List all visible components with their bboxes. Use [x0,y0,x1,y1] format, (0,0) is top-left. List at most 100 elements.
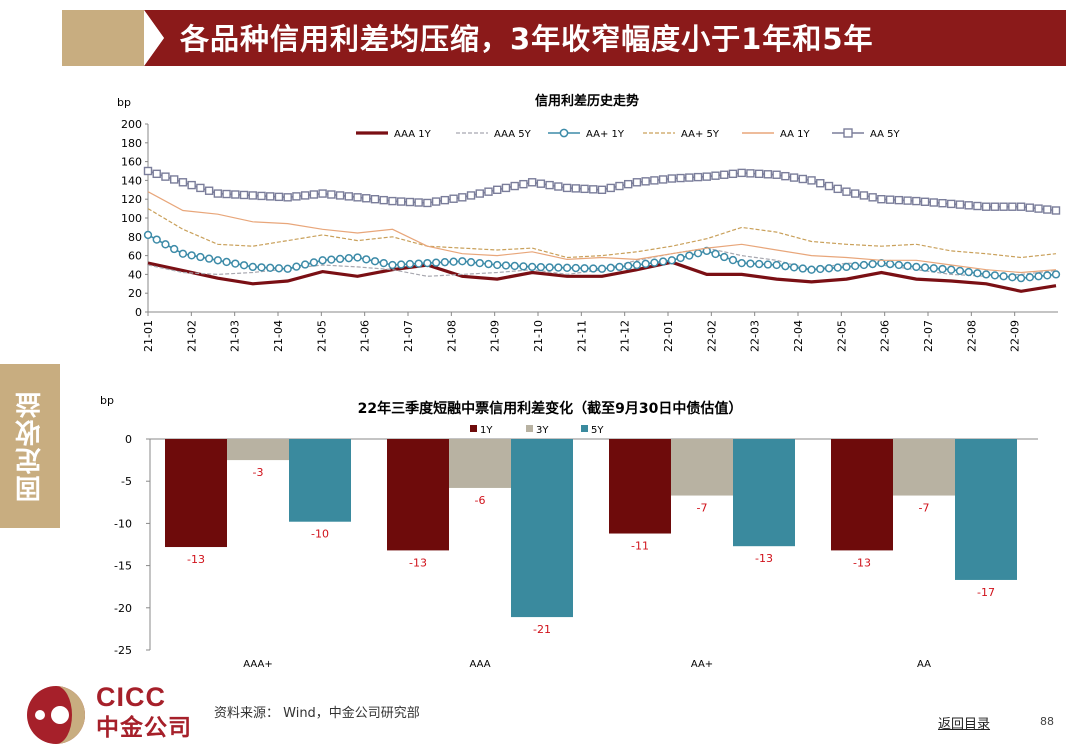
chart1-point [187,251,196,260]
chart2-bar [511,439,573,618]
back-to-contents-link[interactable]: 返回目录 [938,717,991,732]
chart1-x-tick-label: 21-07 [402,320,415,352]
chart1-point [257,191,266,201]
chart2-data-label: -7 [697,502,708,515]
chart1-point [475,189,484,198]
chart1-point [772,260,781,270]
chart1-y-tick-label: 60 [128,250,142,263]
chart1-point [667,174,677,183]
chart1-point [327,255,336,264]
chart2-bar [609,439,671,534]
chart1-point [213,189,223,198]
chart1-point [964,267,973,277]
chart1-point [982,270,991,279]
chart1-point [737,168,746,178]
chart1-point [816,179,825,188]
chart1-point [833,263,842,272]
chart1-point [1025,273,1034,282]
chart2-y-tick-label: -25 [114,644,132,657]
chart2-bar [893,439,955,496]
chart1-point [955,266,965,276]
chart1-y-tick-label: 100 [121,212,142,225]
chart1-point [562,183,572,193]
chart1-point [143,230,153,240]
chart1-point [894,260,903,270]
chart2-bar [227,439,289,461]
chart1-point [440,195,450,205]
chart2-bar [449,439,511,488]
chart1-point [606,183,615,193]
chart1-y-tick-label: 40 [128,268,142,281]
chart1-point [397,260,406,269]
chart1-point [589,185,598,194]
chart1-point [178,178,188,187]
chart1-point [536,262,546,272]
chart1-point [912,262,921,272]
chart1-point [755,259,764,269]
chart1-x-tick-label: 21-11 [575,320,588,352]
header-accent [62,10,144,66]
chart1-point [676,253,685,263]
chart1-point [239,190,249,200]
chart1-point [947,199,956,209]
chart1-point [798,264,807,273]
chart1-point [929,264,938,273]
chart1-y-tick-label: 80 [128,231,142,244]
chart1-point [414,198,423,207]
chart1-point [632,178,642,187]
chart1-point [833,184,842,194]
chart1-point [449,257,458,266]
chart1-x-tick-label: 22-05 [835,320,848,352]
chart1-point [423,198,432,208]
chart1-x-tick-label: 22-06 [879,320,892,352]
chart1-point [466,191,476,200]
chart1-point [554,182,563,191]
chart1-point [283,193,292,202]
chart1-point [667,256,676,265]
chart1-x-tick-label: 21-01 [142,320,155,352]
chart1-point [859,260,869,270]
chart1-point [789,173,799,182]
chart1-point [161,240,170,249]
chart1-point [335,191,345,200]
chart1-point [868,259,877,269]
chart1-point [711,249,720,259]
chart1-x-tick-label: 21-10 [532,320,545,352]
chart1-series-line [147,260,1057,293]
chart1-legend-label: AA+ 1Y [586,129,625,140]
chart1-point [484,187,493,196]
chart1-point [641,259,650,268]
chart1-point [309,190,319,199]
chart1-point [920,263,930,272]
chart2-legend-swatch [470,425,477,432]
chart1-point [746,259,755,268]
chart1-point [1034,204,1043,213]
chart1-y-tick-label: 200 [121,118,142,131]
chart2-ylabel: bp [100,394,114,407]
chart1-point [274,264,284,273]
chart1-point [981,202,991,211]
chart2-data-label: -13 [409,556,427,569]
chart1-series [143,166,1061,293]
chart1-point [309,258,319,267]
chart2-y-tick-label: -5 [121,475,132,488]
chart1-point [1051,206,1061,215]
chart1-point [370,257,380,266]
chart1-point [152,169,161,179]
chart2-bar [387,439,449,551]
chart1-point [571,184,581,193]
side-tab [0,364,60,528]
chart1-point [405,259,415,269]
chart1-point [912,196,921,206]
chart2-bar [289,439,351,522]
chart2-data-label: -10 [311,528,329,541]
chart1-point [720,170,729,179]
chart1-point [606,263,615,272]
chart2-category-label: AA+ [691,659,713,670]
chart1-x-tick-label: 21-05 [315,320,328,352]
chart1-point [990,202,1000,211]
chart1-point [807,176,816,185]
chart1-point [781,171,790,181]
